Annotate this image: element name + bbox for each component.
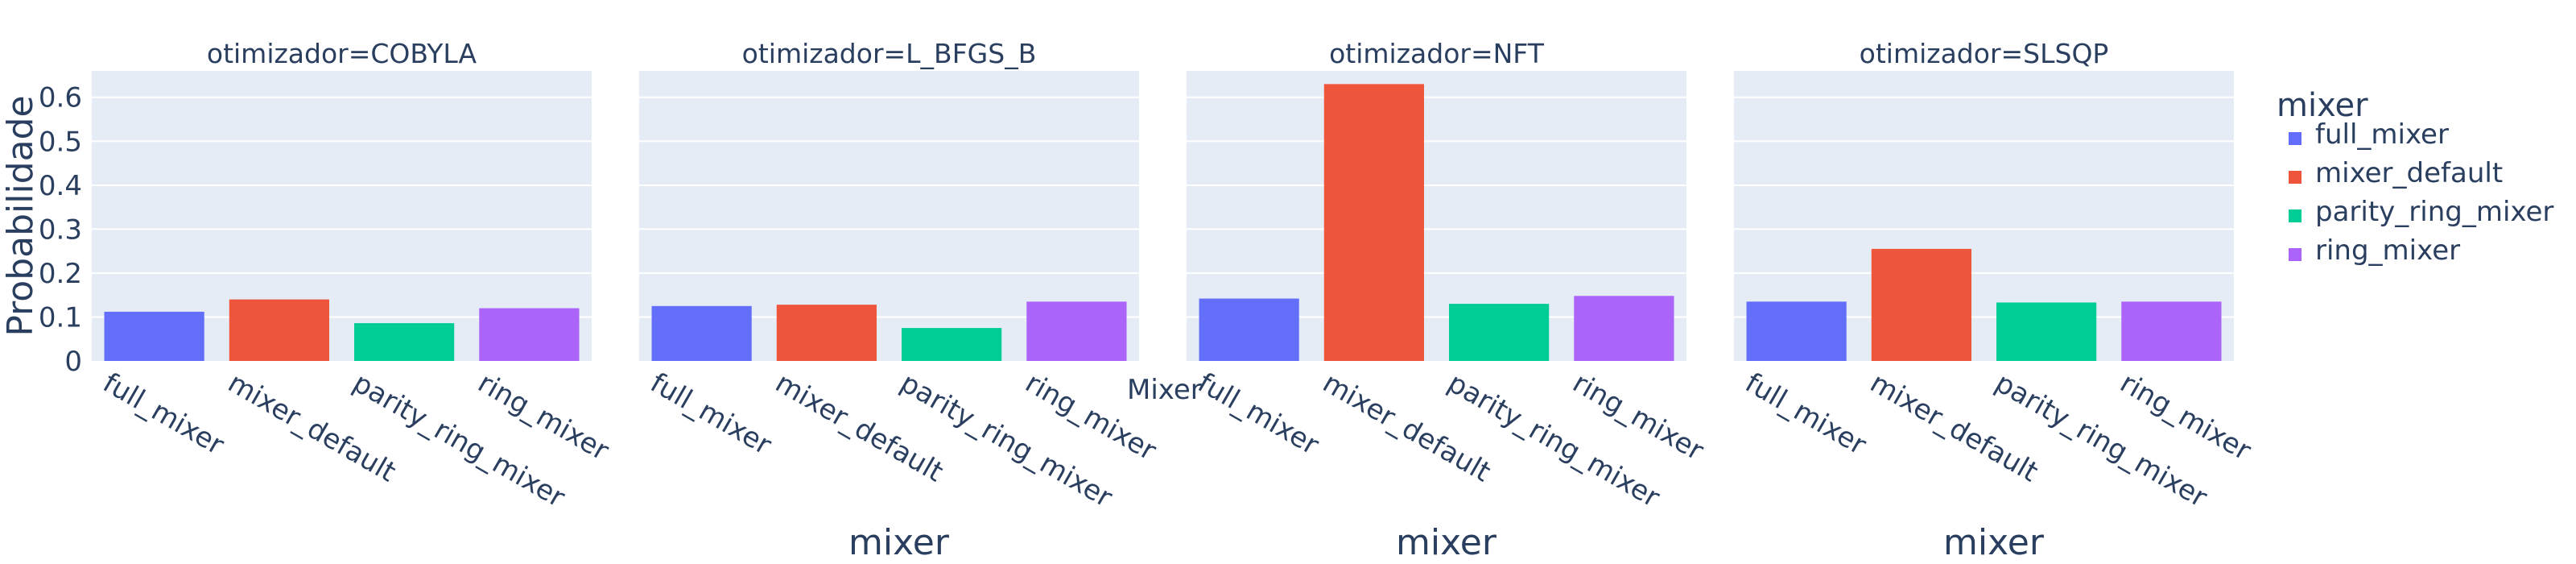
facet-3: otimizador=SLSQPfull_mixermixer_defaultp… [1734, 38, 2256, 563]
x-tick-label: parity_ring_mixer [1443, 367, 1666, 514]
x-tick-label: full_mixer [645, 367, 777, 462]
bar-parity_ring_mixer [1996, 302, 2097, 361]
y-axis: 0 0.1 0.2 0.3 0.4 0.5 0.6 [39, 82, 82, 378]
legend-label-mixer_default: mixer_default [2315, 157, 2503, 189]
x-tick-label: parity_ring_mixer [895, 367, 1118, 514]
legend-title: mixer [2277, 87, 2368, 124]
facet-1: otimizador=L_BFGS_Bfull_mixermixer_defau… [639, 38, 1162, 563]
y-tick-label: 0.1 [39, 301, 82, 334]
legend-swatch-ring_mixer [2289, 248, 2301, 261]
x-tick-label: full_mixer [1740, 367, 1872, 462]
bar-ring_mixer [1026, 301, 1127, 361]
facet-2: otimizador=NFTfull_mixermixer_defaultpar… [1187, 38, 1709, 563]
y-tick-label: 0.5 [39, 126, 82, 158]
facet-0: otimizador=COBYLAfull_mixermixer_default… [92, 38, 614, 514]
legend-label-parity_ring_mixer: parity_ring_mixer [2315, 196, 2553, 228]
facet-title: otimizador=L_BFGS_B [742, 38, 1037, 69]
y-tick-label: 0.4 [39, 170, 82, 202]
facet-title: otimizador=SLSQP [1860, 38, 2109, 69]
y-tick-label: 0 [64, 346, 82, 378]
bar-ring_mixer [479, 308, 580, 361]
mixer-annotation: Mixer [1127, 374, 1202, 406]
y-tick-label: 0.3 [39, 214, 82, 246]
x-tick-label: parity_ring_mixer [1990, 367, 2213, 514]
x-axis-title: mixer [1943, 522, 2045, 563]
legend-label-ring_mixer: ring_mixer [2315, 234, 2460, 267]
facet-title: otimizador=COBYLA [207, 38, 477, 69]
legend-swatch-mixer_default [2289, 171, 2301, 184]
x-axis-title: mixer [1396, 522, 1497, 563]
bar-mixer_default [776, 305, 877, 361]
legend-swatch-full_mixer [2289, 132, 2301, 145]
bar-full_mixer [1746, 301, 1847, 361]
bar-full_mixer [104, 311, 204, 361]
bar-ring_mixer [1574, 296, 1674, 361]
x-tick-label: full_mixer [1192, 367, 1324, 462]
bar-mixer_default [229, 299, 329, 361]
bar-parity_ring_mixer [354, 323, 455, 361]
x-tick-label: parity_ring_mixer [348, 367, 571, 514]
bar-full_mixer [1199, 298, 1299, 361]
legend-label-full_mixer: full_mixer [2315, 118, 2449, 151]
bar-mixer_default [1871, 248, 1971, 361]
x-axis-title: mixer [848, 522, 950, 563]
facet-panels: otimizador=COBYLAfull_mixermixer_default… [92, 38, 2256, 563]
legend: mixer full_mixer mixer_default parity_ring… [2277, 87, 2553, 267]
bar-ring_mixer [2121, 301, 2222, 361]
y-tick-label: 0.2 [39, 258, 82, 290]
facet-title: otimizador=NFT [1329, 38, 1545, 69]
bar-parity_ring_mixer [902, 328, 1002, 361]
y-axis-title: Probabilidade [0, 95, 41, 336]
bar-parity_ring_mixer [1449, 304, 1550, 361]
bar-mixer_default [1323, 84, 1424, 361]
legend-swatch-parity_ring_mixer [2289, 209, 2301, 222]
x-tick-label: full_mixer [97, 367, 229, 462]
y-tick-label: 0.6 [39, 82, 82, 114]
bar-full_mixer [651, 305, 752, 361]
